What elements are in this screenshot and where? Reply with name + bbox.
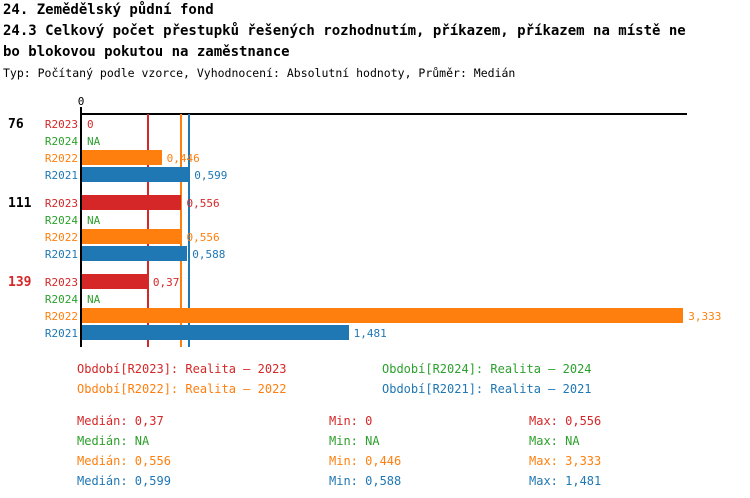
- bar-value-label: NA: [87, 293, 101, 306]
- bar: [82, 167, 190, 182]
- stat-min: Min: NA: [329, 434, 380, 448]
- series-label: R2022: [44, 231, 78, 244]
- bar: [82, 150, 162, 165]
- report-subtitle: Typ: Počítaný podle vzorce, Vyhodnocení:…: [3, 66, 516, 80]
- bar: [82, 325, 349, 340]
- y-axis-line: [80, 107, 82, 347]
- series-label: R2022: [44, 152, 78, 165]
- bar-value-label: 0,446: [166, 152, 200, 165]
- stat-min: Min: 0: [329, 414, 373, 428]
- bar: [82, 308, 684, 323]
- stat-median: Medián: 0,37: [77, 414, 164, 428]
- series-label: R2024: [44, 293, 78, 306]
- report-title-line2: 24.3 Celkový počet přestupků řešených ro…: [3, 23, 686, 39]
- series-label: R2023: [44, 197, 78, 210]
- bar-value-label: 0,556: [186, 231, 220, 244]
- stat-max: Max: 0,556: [529, 414, 602, 428]
- series-label: R2024: [44, 135, 78, 148]
- legend-item: Období[R2021]: Realita – 2021: [382, 382, 592, 396]
- bar-value-label: 0: [87, 118, 94, 131]
- series-label: R2023: [44, 118, 78, 131]
- bar-value-label: NA: [87, 214, 101, 227]
- stat-max: Max: 3,333: [529, 454, 602, 468]
- group-label: 111: [8, 196, 32, 211]
- bar-value-label: 0,37: [152, 276, 180, 289]
- bar-value-label: 0,556: [186, 197, 220, 210]
- median-line-R2022: [180, 114, 183, 347]
- axis-zero-tick-label: 0: [77, 95, 85, 108]
- median-line-R2021: [188, 114, 191, 347]
- report-title-line1: 24. Zemědělský půdní fond: [3, 2, 214, 18]
- bar-value-label: 0,599: [194, 169, 228, 182]
- bar: [82, 274, 148, 289]
- stat-median: Medián: 0,599: [77, 474, 171, 488]
- legend-item: Období[R2022]: Realita – 2022: [77, 382, 287, 396]
- bar: [82, 229, 182, 244]
- x-axis-line: [80, 113, 687, 115]
- stat-max: Max: NA: [529, 434, 580, 448]
- stat-min: Min: 0,446: [329, 454, 402, 468]
- bar: [82, 195, 182, 210]
- stat-min: Min: 0,588: [329, 474, 402, 488]
- stat-median: Medián: 0,556: [77, 454, 171, 468]
- series-label: R2021: [44, 248, 78, 261]
- stat-max: Max: 1,481: [529, 474, 602, 488]
- bar-value-label: NA: [87, 135, 101, 148]
- bar-value-label: 1,481: [353, 327, 387, 340]
- series-label: R2023: [44, 276, 78, 289]
- group-label: 139: [8, 275, 32, 290]
- bar: [82, 246, 188, 261]
- stat-median: Medián: NA: [77, 434, 150, 448]
- series-label: R2021: [44, 169, 78, 182]
- series-label: R2024: [44, 214, 78, 227]
- bar-value-label: 3,333: [688, 310, 722, 323]
- report-title-line3: bo blokovou pokutou na zaměstnance: [3, 44, 290, 60]
- series-label: R2021: [44, 327, 78, 340]
- group-label: 76: [8, 117, 24, 132]
- bar-value-label: 0,588: [192, 248, 226, 261]
- legend-item: Období[R2023]: Realita – 2023: [77, 362, 287, 376]
- legend-item: Období[R2024]: Realita – 2024: [382, 362, 592, 376]
- series-label: R2022: [44, 310, 78, 323]
